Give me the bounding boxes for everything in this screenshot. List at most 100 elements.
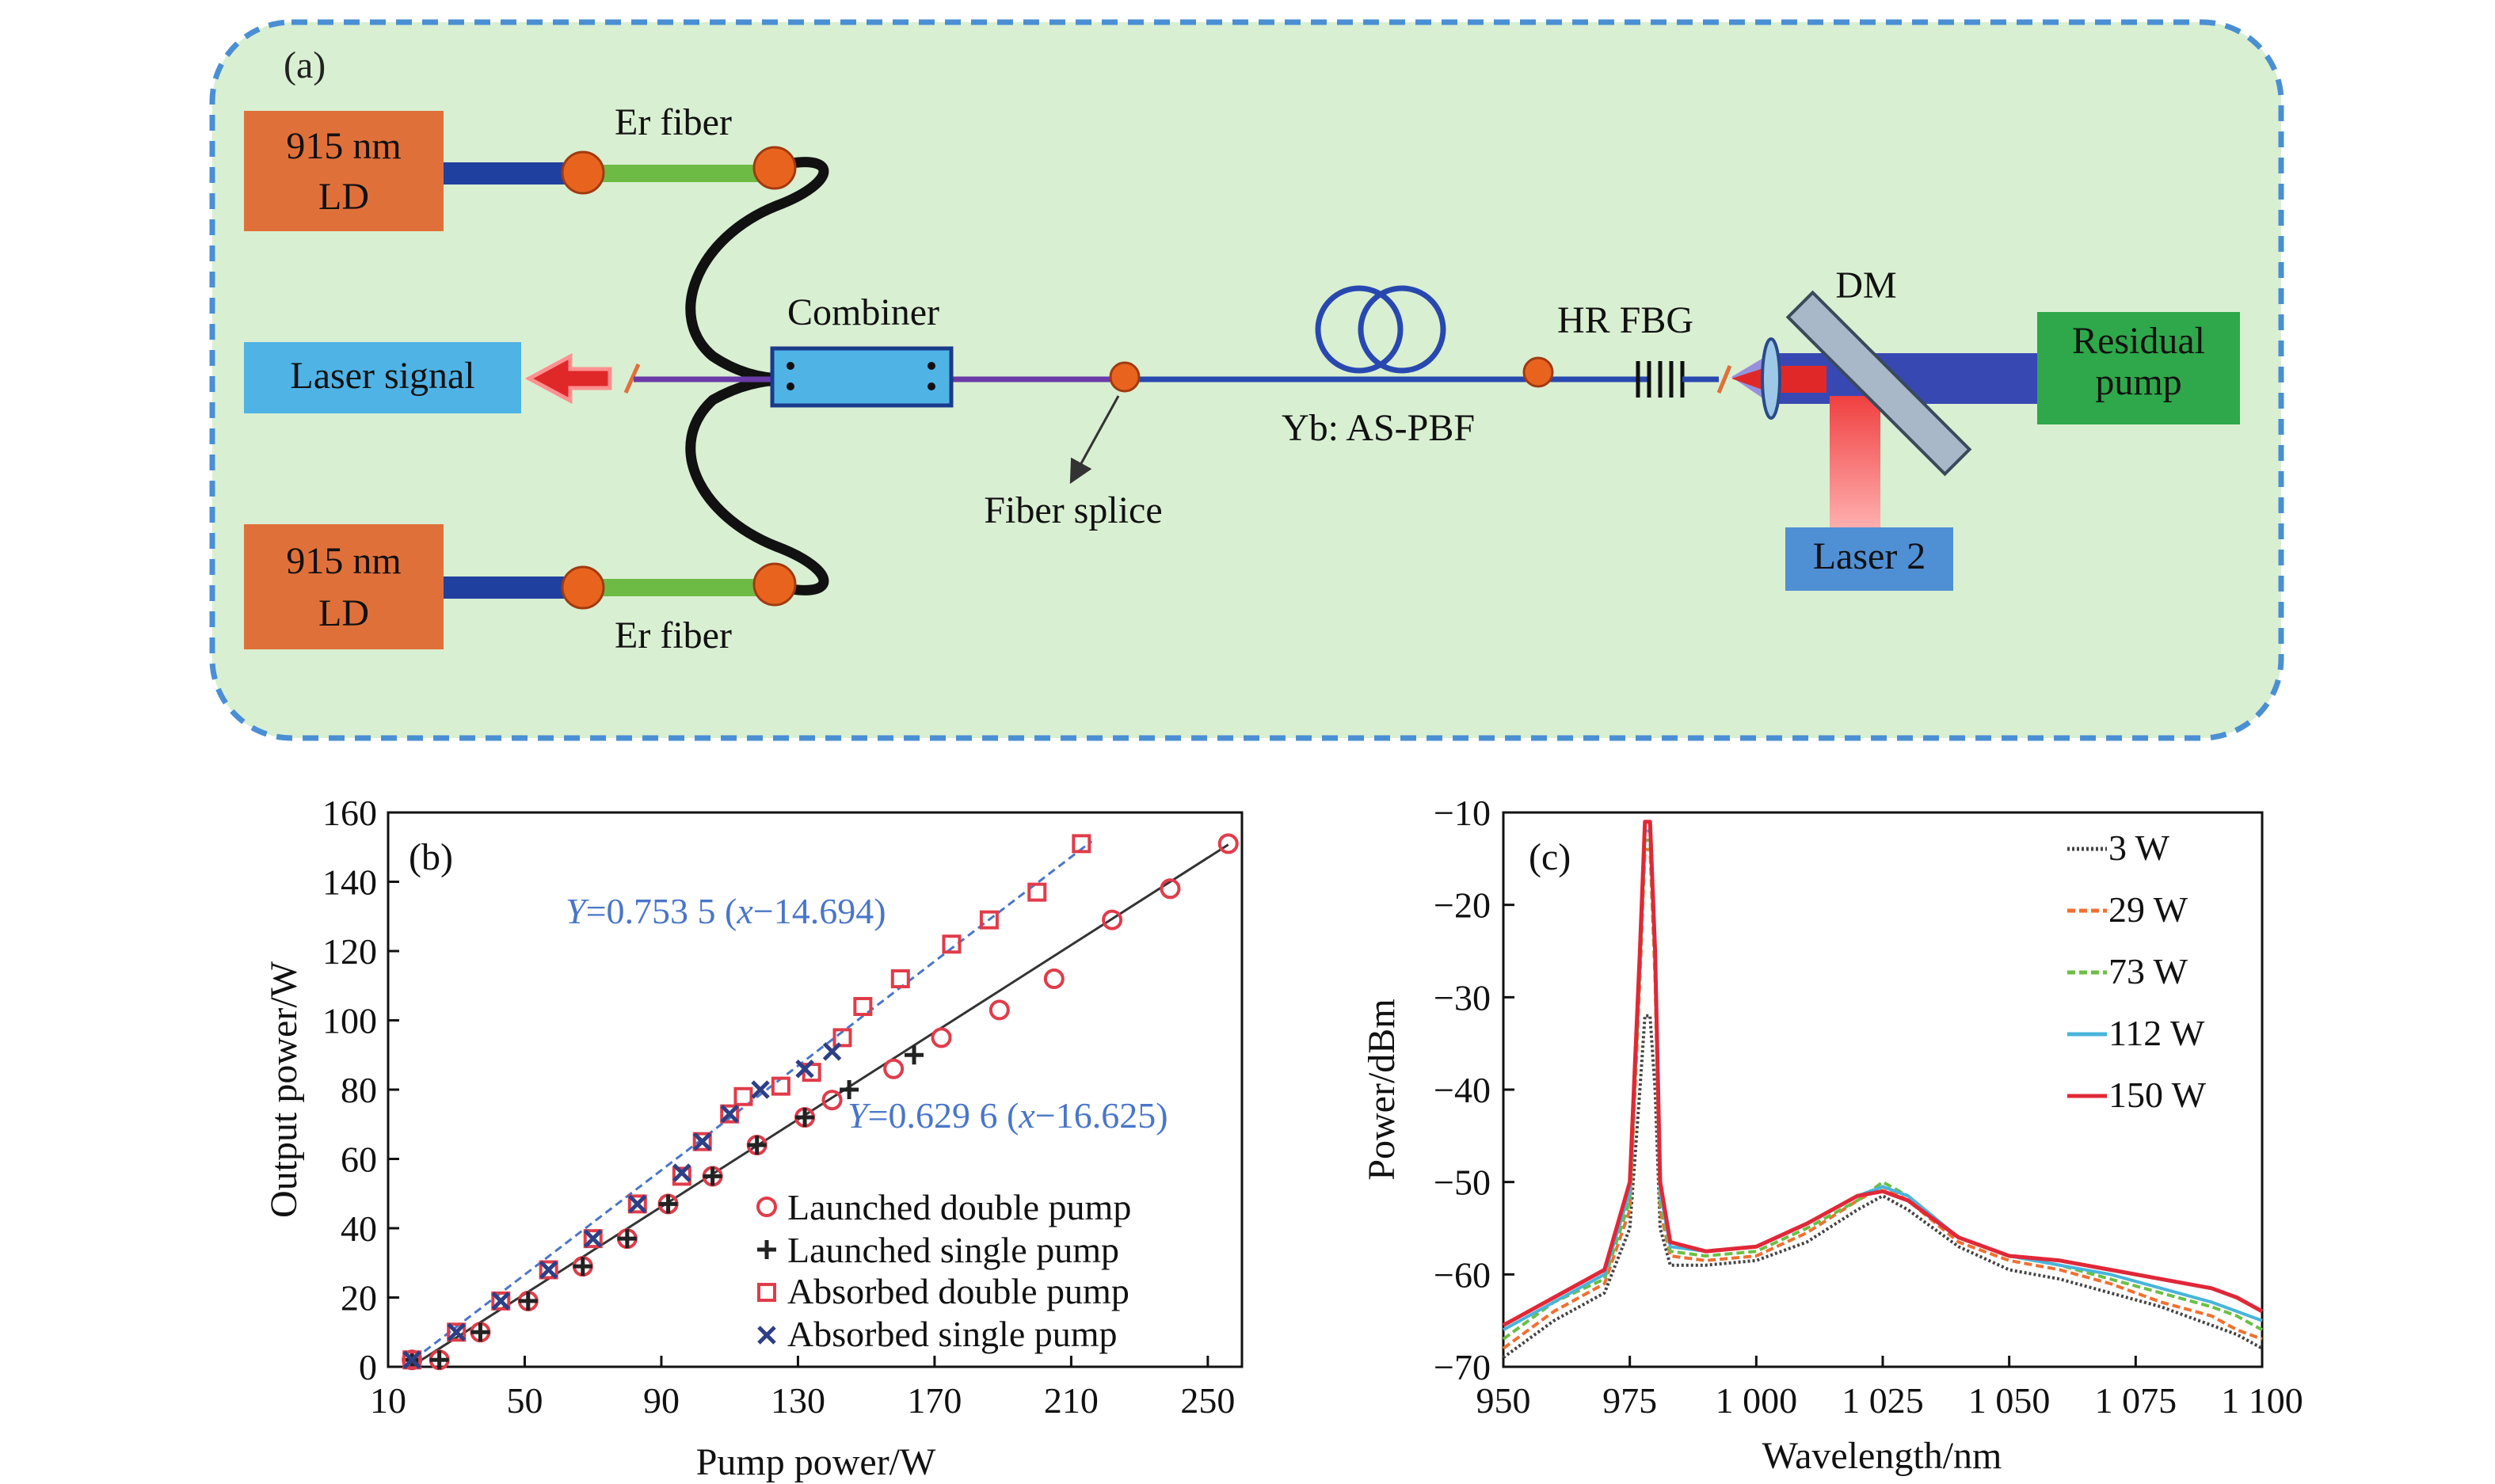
point-absorbed-single xyxy=(692,1132,712,1151)
legend-label: 29 W xyxy=(2108,889,2188,930)
chart-b-markers xyxy=(402,833,1239,1371)
point-launched-single xyxy=(518,1291,538,1311)
point-absorbed-single xyxy=(583,1229,603,1248)
x-tick-label: 1 025 xyxy=(1842,1380,1924,1421)
point-absorbed-single xyxy=(402,1350,421,1370)
ld-bottom-line1: 915 nm xyxy=(286,540,401,582)
point-absorbed-double xyxy=(1072,834,1091,854)
point-launched-single xyxy=(905,1045,924,1065)
chart-c-ylabel: Power/dBm xyxy=(1361,999,1403,1180)
legend-label: Absorbed double pump xyxy=(787,1271,1129,1311)
point-absorbed-single xyxy=(539,1260,558,1280)
legend-entry: 73 W xyxy=(2067,951,2188,991)
spectrum-line-29w xyxy=(1502,847,2263,1350)
point-absorbed-double xyxy=(447,1322,467,1342)
legend-circle-marker xyxy=(756,1197,777,1217)
legend-entry: 150 W xyxy=(2067,1075,2207,1115)
point-absorbed-double xyxy=(627,1194,647,1214)
laser-signal-label: Laser signal xyxy=(290,355,474,397)
x-tick-label: 170 xyxy=(907,1380,962,1421)
point-absorbed-single xyxy=(751,1080,770,1099)
y-tick-label: 40 xyxy=(341,1208,377,1249)
chart-b: (b) 10 50 90 130 170 210 250 0 20 40 60 80 100 120 140… xyxy=(263,793,1244,1483)
point-absorbed-single xyxy=(491,1292,511,1311)
legend-plus-marker xyxy=(757,1240,776,1259)
fiber-splice-dot xyxy=(1109,361,1141,393)
point-launched-double xyxy=(1102,909,1123,930)
splice-dot-ld-bottom xyxy=(561,565,605,610)
legend-x-marker xyxy=(757,1326,776,1345)
chart-c-xlabel: Wavelength/nm xyxy=(1762,1435,2002,1477)
point-launched-single xyxy=(703,1166,722,1186)
y-tick-label: 0 xyxy=(359,1347,377,1387)
point-absorbed-double xyxy=(942,934,962,954)
fit-line-2 xyxy=(409,843,1229,1368)
legend-label: 3 W xyxy=(2108,828,2170,868)
point-launched-double xyxy=(821,1090,843,1111)
fiber-splice-pointer xyxy=(1069,395,1120,485)
combiner-box xyxy=(770,346,954,408)
point-launched-double xyxy=(931,1027,952,1048)
point-absorbed-double xyxy=(539,1260,558,1280)
point-launched-single xyxy=(840,1080,859,1099)
chart-b-panel-label: (b) xyxy=(409,836,453,878)
point-absorbed-single xyxy=(822,1042,842,1061)
chart-c-panel-label: (c) xyxy=(1529,836,1571,878)
x-tick-label: 50 xyxy=(506,1380,543,1421)
y-tick-label: 60 xyxy=(341,1140,377,1180)
residual-pump-line1: Residual xyxy=(2072,320,2205,362)
chart-c: (c) 950 975 1 000 1 025 1 050 1 075 1 100 −10 −2… xyxy=(1361,793,2303,1477)
dichroic-mirror xyxy=(1785,290,1972,477)
point-launched-double xyxy=(1160,878,1181,900)
point-absorbed-single xyxy=(447,1322,467,1342)
point-absorbed-double xyxy=(853,997,873,1016)
feed-fiber-top xyxy=(685,157,829,384)
laser2-box xyxy=(1785,527,1953,591)
residual-pump-line2: pump xyxy=(2095,361,2181,403)
y-tick-label: −40 xyxy=(1434,1070,1491,1110)
combiner-label: Combiner xyxy=(787,291,939,333)
point-absorbed-single xyxy=(628,1194,647,1214)
chart-b-xlabel: Pump power/W xyxy=(696,1441,936,1483)
fit-2-equation: Y=0.629 6 (x−16.625) xyxy=(848,1095,1168,1136)
point-launched-double xyxy=(883,1058,905,1079)
x-tick-label: 90 xyxy=(643,1380,680,1421)
splice-dot-er-bottom xyxy=(752,562,797,607)
x-tick-label: 975 xyxy=(1602,1380,1657,1421)
point-absorbed-double xyxy=(733,1086,753,1106)
legend-absorbed-single: Absorbed single pump xyxy=(757,1314,1118,1354)
point-absorbed-double xyxy=(491,1291,511,1311)
fbg-splice-dot xyxy=(1522,356,1554,388)
legend-entry: 112 W xyxy=(2067,1013,2205,1053)
legend-square-marker xyxy=(757,1283,776,1302)
x-tick-label: 130 xyxy=(771,1380,825,1421)
legend-entry: 3 W xyxy=(2067,828,2170,868)
collimating-lens xyxy=(1761,337,1781,420)
legend-label: Absorbed single pump xyxy=(787,1314,1118,1354)
x-tick-label: 950 xyxy=(1476,1380,1531,1421)
ld-bottom-line2: LD xyxy=(318,592,369,634)
fiber-splice-label: Fiber splice xyxy=(984,489,1162,531)
legend-label: Launched double pump xyxy=(787,1187,1131,1227)
panel-a-label: (a) xyxy=(284,44,326,86)
yb-fiber-coil xyxy=(1315,285,1404,374)
y-tick-label: 20 xyxy=(341,1278,377,1318)
spectrum-line-150w xyxy=(1502,820,2264,1327)
laser2-beam xyxy=(1830,396,1880,529)
legend-label: 73 W xyxy=(2108,951,2188,991)
y-tick-label: −10 xyxy=(1434,793,1491,833)
chart-b-axes: 10 50 90 130 170 210 250 0 20 40 60 80 100 120 140 160 xyxy=(322,793,1235,1421)
setup-diagram: (a) 915 nm LD Er fiber 915 nm LD Er fibe… xyxy=(209,19,2284,741)
hr-fbg-label: HR FBG xyxy=(1557,299,1693,341)
laser2-label: Laser 2 xyxy=(1813,535,1926,577)
er-fiber-top-label: Er fiber xyxy=(615,101,732,143)
point-absorbed-single xyxy=(720,1104,739,1124)
point-absorbed-double xyxy=(583,1229,603,1249)
yb-fiber-coil xyxy=(1358,285,1446,374)
er-fiber-top-segment xyxy=(583,165,775,182)
y-tick-label: 80 xyxy=(341,1070,377,1110)
pump-fiber-top xyxy=(444,162,583,185)
point-absorbed-double xyxy=(402,1350,422,1370)
point-absorbed-double xyxy=(832,1028,852,1048)
legend-absorbed-double: Absorbed double pump xyxy=(757,1271,1129,1311)
